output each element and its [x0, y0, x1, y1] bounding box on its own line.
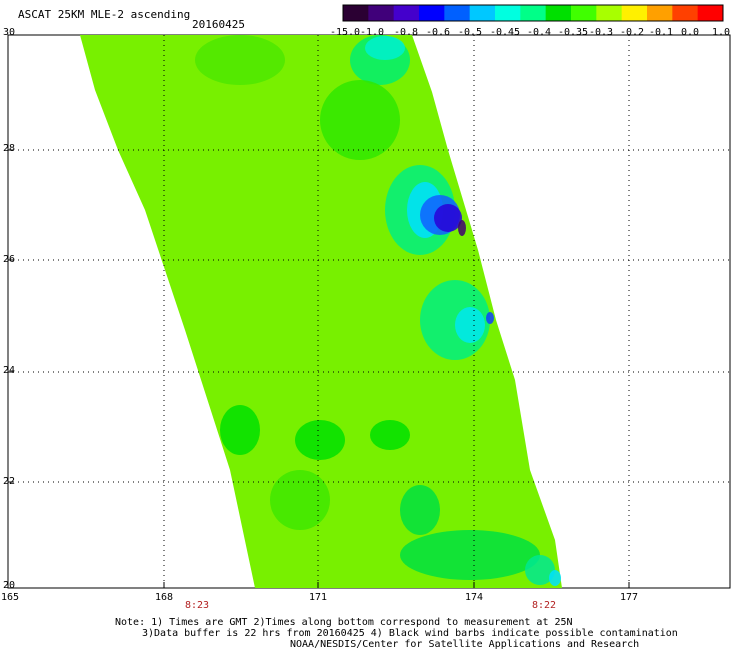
colorbar-label: -15.0	[330, 27, 360, 38]
lat-tick-label: 28	[3, 143, 15, 154]
lon-tick-label: 174	[465, 592, 483, 603]
colorbar-segment	[546, 5, 572, 21]
colorbar-label: -0.1	[649, 27, 673, 38]
wind-region	[295, 420, 345, 460]
colorbar-segment	[698, 5, 724, 21]
lon-tick-label: 177	[620, 592, 638, 603]
colorbar-segment	[419, 5, 445, 21]
colorbar-label: -0.4	[527, 27, 551, 38]
colorbar-segment	[520, 5, 546, 21]
wind-region	[400, 485, 440, 535]
lat-tick-label: 22	[3, 476, 15, 487]
lon-tick-label: 171	[309, 592, 327, 603]
colorbar-label: 0.0	[681, 27, 699, 38]
colorbar-label: -0.3	[589, 27, 613, 38]
wind-region	[458, 220, 466, 236]
wind-region	[486, 312, 494, 324]
note-line-1: Note: 1) Times are GMT 2)Times along bot…	[115, 617, 573, 628]
colorbar-label: -0.45	[490, 27, 520, 38]
map-title: ASCAT 25KM MLE-2 ascending	[18, 9, 190, 21]
wind-region	[549, 570, 561, 586]
swath-start-time: 8:23	[185, 600, 209, 611]
colorbar-label: 1.0	[712, 27, 730, 38]
colorbar-segment	[495, 5, 521, 21]
colorbar-segment	[343, 5, 369, 21]
colorbar-segment	[672, 5, 698, 21]
lat-tick-label: 30	[3, 27, 15, 38]
colorbar-segment	[368, 5, 394, 21]
colorbar-label: -0.6	[426, 27, 450, 38]
colorbar-segment	[647, 5, 673, 21]
swath-data	[80, 35, 562, 588]
colorbar-label: -0.35	[558, 27, 588, 38]
wind-region	[400, 530, 540, 580]
wind-region	[320, 80, 400, 160]
lat-tick-label: 20	[3, 580, 15, 591]
colorbar-label: -0.5	[458, 27, 482, 38]
note-line-3: NOAA/NESDIS/Center for Satellite Applica…	[290, 639, 639, 650]
colorbar-segment	[571, 5, 597, 21]
colorbar-segment	[470, 5, 496, 21]
wind-region	[370, 420, 410, 450]
lon-tick-label: 165	[1, 592, 19, 603]
swath-end-time: 8:22	[532, 600, 556, 611]
note-line-2: 3)Data buffer is 22 hrs from 20160425 4)…	[142, 628, 678, 639]
colorbar-segment	[444, 5, 470, 21]
lon-tick-label: 168	[155, 592, 173, 603]
lat-tick-label: 24	[3, 365, 15, 376]
colorbar-segment	[596, 5, 622, 21]
colorbar	[343, 5, 724, 21]
wind-region	[270, 470, 330, 530]
colorbar-segment	[622, 5, 648, 21]
colorbar-label: -0.2	[620, 27, 644, 38]
colorbar-segment	[394, 5, 420, 21]
colorbar-label: -0.8	[394, 27, 418, 38]
colorbar-label: -1.0	[360, 27, 384, 38]
wind-region	[455, 307, 485, 343]
wind-region	[220, 405, 260, 455]
map-date: 20160425	[192, 19, 245, 31]
lat-tick-label: 26	[3, 254, 15, 265]
wind-region	[195, 35, 285, 85]
wind-region	[365, 36, 405, 60]
wind-region	[434, 204, 462, 232]
